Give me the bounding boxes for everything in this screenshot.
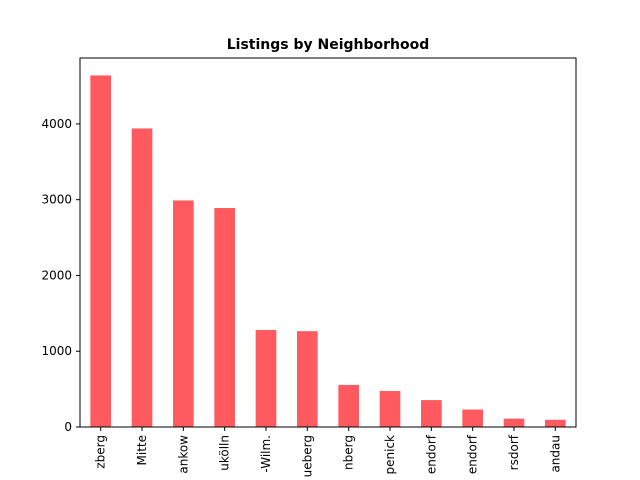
- bar-11: [545, 419, 566, 427]
- bar-0: [90, 75, 111, 428]
- x-tick-label-11: andau: [548, 435, 562, 473]
- x-tick-label-5: ueberg: [300, 435, 314, 477]
- y-tick-label-4: 4000: [41, 117, 72, 131]
- bar-2: [173, 200, 194, 427]
- x-tick-label-3: ukölln: [218, 435, 232, 471]
- x-axis: zberg Mitte ankow ukölln -Wilm. ueberg nberg pe…: [94, 427, 562, 477]
- x-tick-label-1: Mitte: [135, 435, 149, 465]
- x-tick-label-2: ankow: [176, 435, 190, 474]
- y-tick-label-0: 0: [64, 420, 72, 434]
- chart-title: Listings by Neighborhood: [227, 37, 430, 53]
- x-tick-label-8: endorf: [424, 434, 438, 474]
- bars-group: [90, 75, 566, 428]
- bar-7: [379, 391, 401, 427]
- bar-3: [214, 208, 235, 427]
- bar-1: [131, 128, 153, 427]
- x-tick-label-0: zberg: [94, 435, 108, 469]
- bar-9: [462, 409, 483, 427]
- x-tick-label-4: -Wilm.: [259, 435, 273, 473]
- y-tick-label-1: 1000: [41, 344, 72, 358]
- bar-8: [421, 400, 442, 427]
- bar-10: [503, 418, 525, 427]
- bar-4: [255, 330, 277, 427]
- y-axis: 0 1000 2000 3000 4000: [41, 117, 80, 434]
- x-tick-label-7: penick: [383, 435, 397, 475]
- x-tick-label-9: endorf: [466, 434, 480, 474]
- x-tick-label-6: nberg: [342, 435, 356, 470]
- bar-5: [297, 331, 318, 427]
- x-tick-label-10: rsdorf: [507, 434, 521, 470]
- y-tick-label-3: 3000: [41, 193, 72, 207]
- y-tick-label-2: 2000: [41, 268, 72, 282]
- bar-6: [338, 384, 359, 427]
- plot-frame: [79, 57, 577, 428]
